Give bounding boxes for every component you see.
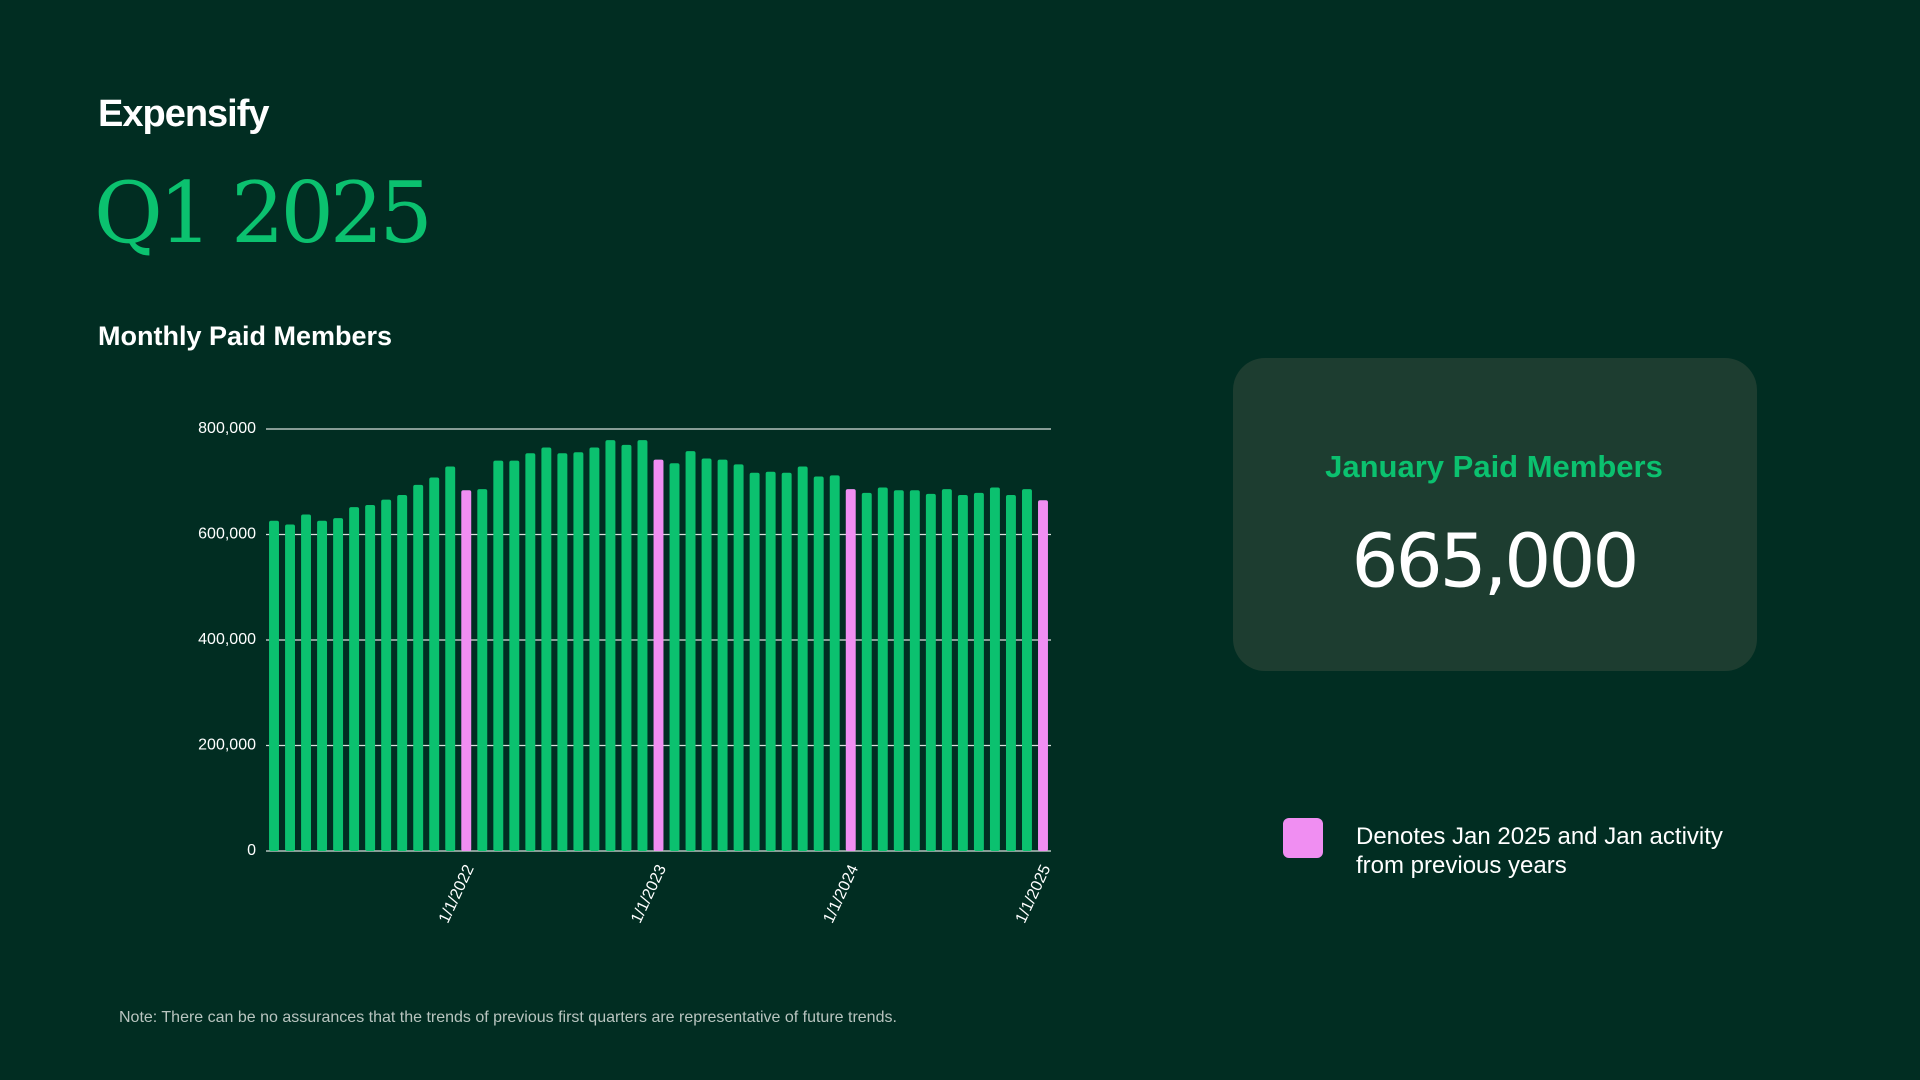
bar xyxy=(397,494,408,851)
bar xyxy=(701,458,712,851)
bar xyxy=(1038,500,1048,851)
bar xyxy=(893,490,904,851)
bar xyxy=(461,490,472,851)
bar xyxy=(589,447,600,851)
bar xyxy=(653,459,664,851)
bar xyxy=(317,520,328,851)
bar xyxy=(381,499,392,851)
bar xyxy=(285,524,295,851)
bar xyxy=(797,466,808,851)
y-tick-label: 200,000 xyxy=(198,737,256,754)
note: Note: There can be no assurances that th… xyxy=(119,1009,897,1026)
card-title: January Paid Members xyxy=(1325,449,1663,484)
bar xyxy=(269,520,279,851)
card-value: 665,000 xyxy=(1351,519,1636,605)
chart: 0 200,000 400,000 600,000 800,000 1/1/2022 1/1… xyxy=(198,420,1054,926)
bar xyxy=(717,459,728,851)
bar xyxy=(733,464,744,851)
bar xyxy=(637,440,648,851)
bar xyxy=(605,440,616,851)
legend-text: Denotes Jan 2025 and Jan activity from p… xyxy=(1356,823,1723,879)
bar xyxy=(909,490,920,851)
period: Q1 2025 xyxy=(94,164,429,262)
y-tick-label: 600,000 xyxy=(198,526,256,543)
y-tick-label: 800,000 xyxy=(198,420,256,437)
bar xyxy=(973,492,984,851)
bar xyxy=(365,504,376,851)
bar xyxy=(301,514,312,851)
bar xyxy=(925,493,936,851)
x-tick-label: 1/1/2023 xyxy=(628,862,670,926)
y-tick-label: 400,000 xyxy=(198,631,256,648)
bar xyxy=(429,477,440,851)
bar xyxy=(957,494,968,851)
bar xyxy=(477,489,488,851)
bar xyxy=(557,453,568,851)
bar xyxy=(685,451,696,851)
bar xyxy=(1005,494,1016,851)
bar xyxy=(621,444,632,851)
y-tick-label: 0 xyxy=(247,842,256,859)
bar xyxy=(525,453,536,851)
bar xyxy=(493,460,504,851)
bar xyxy=(445,466,456,851)
bar xyxy=(989,487,1000,851)
chart-title: Monthly Paid Members xyxy=(98,321,392,351)
x-tick-label: 1/1/2025 xyxy=(1013,862,1055,926)
bar xyxy=(765,471,776,851)
bar xyxy=(861,492,872,851)
legend-swatch xyxy=(1283,818,1323,858)
card xyxy=(1233,358,1757,671)
bar xyxy=(829,475,840,851)
bar xyxy=(509,460,520,851)
bar xyxy=(413,484,424,851)
bar xyxy=(845,489,856,851)
bar xyxy=(333,518,344,851)
bar xyxy=(781,472,792,851)
bar xyxy=(349,507,360,851)
bar xyxy=(541,447,552,851)
x-tick-label: 1/1/2024 xyxy=(820,862,862,926)
bar xyxy=(573,452,584,851)
x-tick-label: 1/1/2022 xyxy=(436,862,478,926)
bar xyxy=(1022,489,1032,851)
bar xyxy=(749,472,760,851)
brand: Expensify xyxy=(98,93,269,135)
bar xyxy=(669,463,680,851)
bar xyxy=(813,476,824,851)
bar xyxy=(877,487,888,851)
bar xyxy=(941,489,952,851)
